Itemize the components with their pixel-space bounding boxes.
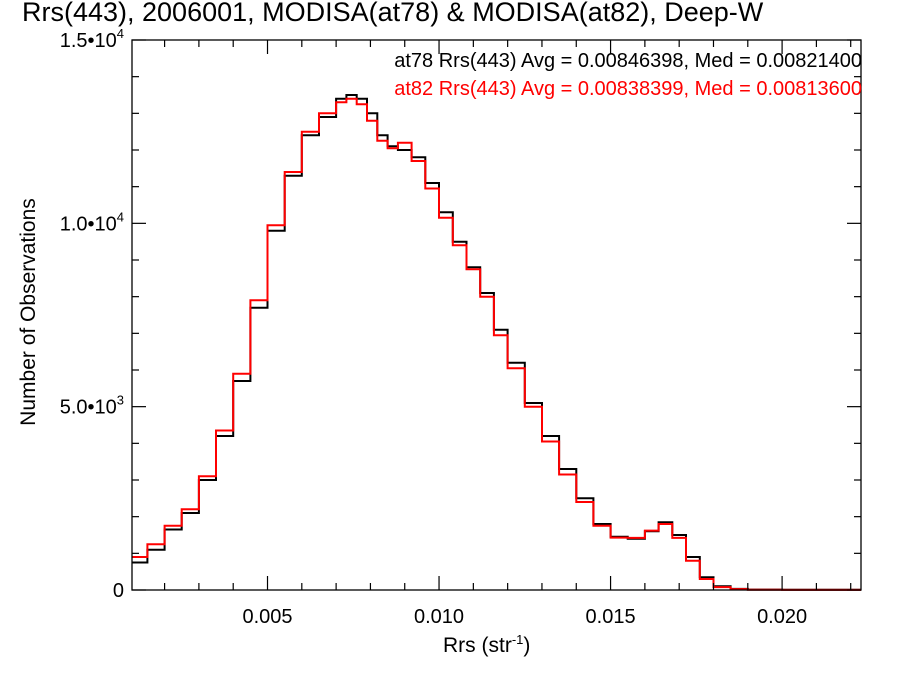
chart-title: Rrs(443), 2006001, MODISA(at78) & MODISA…	[22, 0, 764, 27]
series-line-at78	[132, 94, 861, 591]
x-tick-label: 0.020	[757, 606, 807, 628]
plot-frame	[131, 39, 862, 591]
x-tick-label: 0.015	[586, 606, 636, 628]
legend-entry-at78: at78 Rrs(443) Avg = 0.00846398, Med = 0.…	[394, 50, 862, 72]
x-axis-label: Rrs (str-1)	[443, 632, 531, 657]
x-tick-label: 0.005	[242, 606, 292, 628]
legend-entry-at82: at82 Rrs(443) Avg = 0.00838399, Med = 0.…	[394, 78, 862, 100]
y-axis-label: Number of Observations	[17, 198, 40, 426]
y-tick-label: 5.0•103	[60, 393, 124, 419]
axes-layer: 0.005 0.010 0.015 0.020 0 5.0•103 1.0•104 1.5•1…	[60, 26, 862, 628]
series-layer	[132, 94, 861, 591]
y-tick-label: 0	[113, 580, 124, 602]
y-tick-label: 1.0•104	[60, 209, 124, 235]
x-tick-label: 0.010	[414, 606, 464, 628]
series-line-at82	[132, 97, 861, 591]
y-tick-label: 1.5•104	[60, 26, 124, 52]
